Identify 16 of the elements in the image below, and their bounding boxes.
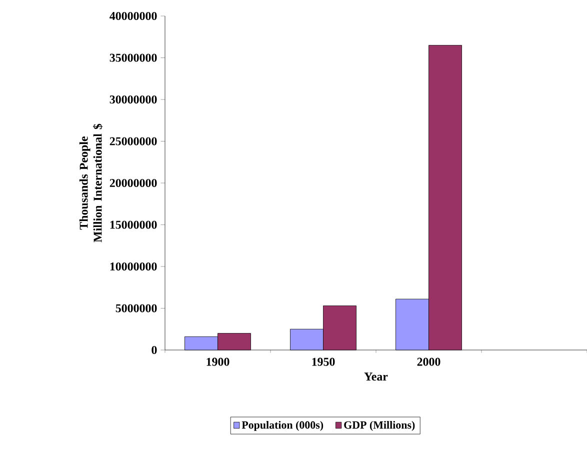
y-tick-label: 35000000 [110,54,157,62]
y-tick-label: 40000000 [110,12,157,20]
y-tick-label: 5000000 [116,304,157,312]
y-axis-title: Thousands People Million International $ [79,124,103,242]
y-tick-label: 30000000 [110,95,157,104]
y-tick-label: 10000000 [110,262,157,271]
x-tick-label: 2000 [417,358,440,366]
y-tick-label: 0 [152,346,157,354]
y-tick-label: 20000000 [110,178,157,188]
x-tick-label: 1900 [206,358,230,366]
y-tick-label: 25000000 [110,137,157,146]
legend-label: GDP (Millions) [344,420,415,431]
y-tick-label: 15000000 [110,220,157,229]
legend-label: Population (000s) [242,420,324,431]
x-tick-label: 1950 [312,358,335,366]
x-axis-title: Year [364,372,388,381]
